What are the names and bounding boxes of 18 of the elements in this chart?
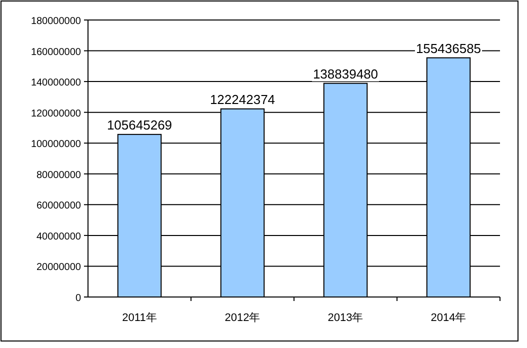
- x-tick-label: 2011年: [122, 312, 157, 324]
- y-tick-label: 80000000: [36, 170, 82, 181]
- y-tick-label: 160000000: [30, 46, 82, 58]
- y-tick-label: 20000000: [36, 262, 82, 274]
- data-label: 105645269: [106, 117, 172, 132]
- x-tick-label: 2012年: [224, 312, 260, 324]
- y-tick-label: 180000000: [30, 16, 82, 27]
- data-label: 122242374: [210, 92, 276, 107]
- x-tick-label: 2013年: [328, 312, 364, 324]
- y-tick-label: 0: [75, 293, 82, 304]
- x-tick-label: 2014年: [430, 312, 466, 324]
- y-tick-label: 100000000: [30, 139, 82, 150]
- y-tick-label: 60000000: [36, 200, 82, 212]
- y-tick-label: 140000000: [30, 78, 82, 89]
- data-label: 138839480: [312, 66, 378, 82]
- data-label: 155436585: [416, 40, 482, 56]
- y-tick-label: 40000000: [36, 231, 82, 242]
- y-tick-label: 120000000: [30, 108, 82, 120]
